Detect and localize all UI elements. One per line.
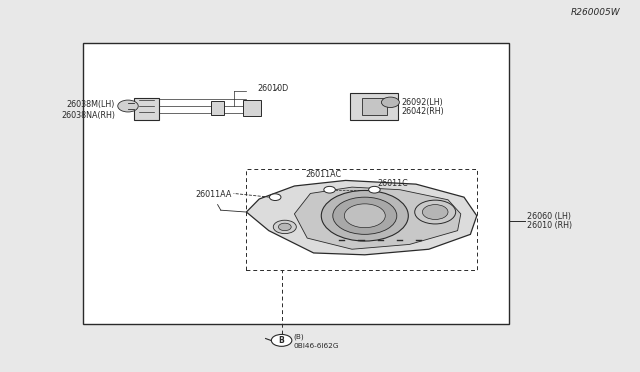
Circle shape — [369, 186, 380, 193]
Circle shape — [118, 100, 138, 112]
Text: 26060 (LH): 26060 (LH) — [527, 212, 571, 221]
Circle shape — [333, 197, 397, 234]
Text: 26092(LH): 26092(LH) — [401, 98, 443, 107]
Text: 0BI46-6I62G: 0BI46-6I62G — [293, 343, 339, 349]
Bar — [83, 43, 509, 324]
Text: (B): (B) — [293, 334, 304, 340]
Circle shape — [271, 334, 292, 346]
Text: 26038M(LH): 26038M(LH) — [67, 100, 115, 109]
Circle shape — [415, 200, 456, 224]
Text: 26010 (RH): 26010 (RH) — [527, 221, 572, 230]
Bar — [211, 101, 224, 115]
Text: 26038NA(RH): 26038NA(RH) — [61, 111, 115, 120]
Bar — [246, 169, 477, 270]
Circle shape — [422, 205, 448, 219]
Circle shape — [278, 223, 291, 231]
Bar — [362, 98, 387, 115]
Text: 26042(RH): 26042(RH) — [401, 107, 444, 116]
Text: B: B — [279, 336, 284, 345]
Text: 26010D: 26010D — [258, 84, 289, 93]
Bar — [350, 93, 398, 120]
Bar — [243, 100, 261, 116]
Polygon shape — [246, 180, 477, 255]
Circle shape — [269, 194, 281, 201]
Circle shape — [381, 97, 399, 108]
Text: 26011AA: 26011AA — [195, 190, 232, 199]
Circle shape — [273, 220, 296, 234]
Circle shape — [324, 186, 335, 193]
Text: 26011C: 26011C — [378, 179, 408, 188]
Polygon shape — [294, 187, 461, 249]
Text: 26011AC: 26011AC — [305, 170, 341, 179]
Text: R260005W: R260005W — [571, 8, 621, 17]
Circle shape — [321, 190, 408, 241]
Bar — [134, 98, 159, 120]
Circle shape — [344, 204, 385, 228]
